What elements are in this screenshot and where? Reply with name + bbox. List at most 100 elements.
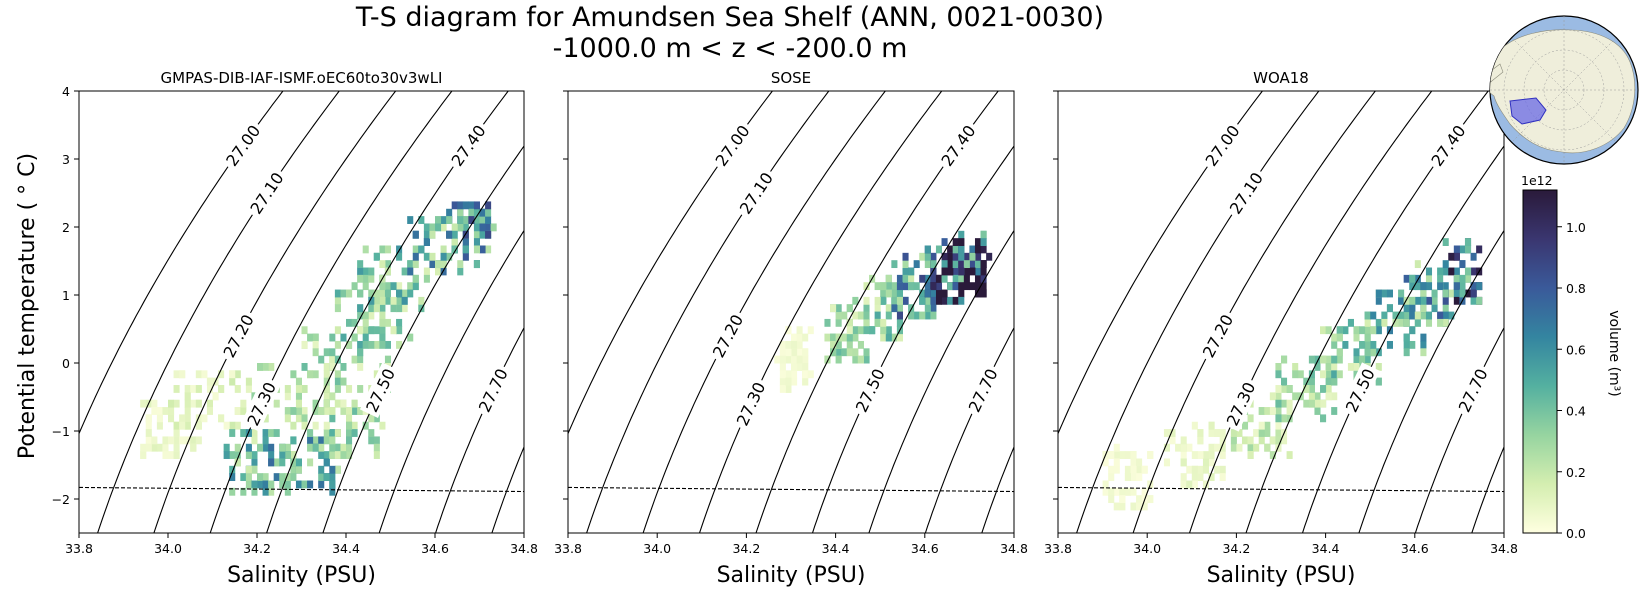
y-tick-label: 2: [62, 220, 70, 235]
heatmap-cell: [168, 414, 175, 423]
heatmap-cell: [1325, 385, 1332, 393]
heatmap-cell: [368, 267, 375, 276]
heatmap-cell: [1264, 407, 1271, 415]
heatmap-cell: [284, 487, 291, 496]
inset-amundsen-region: [1509, 97, 1547, 125]
heatmap-cell: [435, 216, 442, 224]
heatmap-cell: [245, 429, 252, 437]
heatmap-cell: [1320, 355, 1327, 364]
heatmap-cell: [379, 296, 386, 305]
isopycnal-line: [1471, 445, 1504, 533]
heatmap-cell: [1314, 355, 1321, 364]
heatmap-cell: [173, 370, 180, 379]
heatmap-cell: [485, 245, 492, 254]
heatmap-cell: [980, 267, 987, 276]
heatmap-cell: [952, 296, 959, 305]
heatmap-cell: [179, 436, 186, 445]
heatmap-cell: [362, 282, 369, 291]
heatmap-cell: [952, 245, 959, 254]
heatmap-cell: [1124, 487, 1131, 496]
heatmap-cell: [1370, 348, 1377, 357]
heatmap-cell: [156, 414, 163, 423]
heatmap-cell: [1364, 348, 1371, 357]
heatmap-cell: [1453, 296, 1460, 305]
heatmap-cell: [1403, 311, 1410, 320]
heatmap-cell: [373, 443, 380, 452]
heatmap-cell: [140, 451, 147, 459]
heatmap-cell: [791, 333, 798, 342]
heatmap-cell: [802, 370, 809, 379]
heatmap-cell: [986, 252, 993, 261]
x-tick-label: 34.8: [1000, 541, 1028, 556]
heatmap-cell: [396, 304, 403, 313]
heatmap-cell: [1236, 429, 1243, 437]
heatmap-cell: [1359, 326, 1366, 335]
heatmap-cell: [1136, 465, 1143, 474]
heatmap-cell: [1130, 473, 1137, 482]
heatmap-cell: [1169, 429, 1176, 437]
heatmap-cell: [1420, 348, 1427, 357]
heatmap-cell: [1180, 473, 1187, 482]
heatmap-cell: [251, 451, 258, 459]
y-tick-label: −2: [52, 492, 70, 507]
heatmap-cell: [351, 399, 358, 408]
heatmap-cell: [284, 392, 291, 401]
heatmap-cell: [1253, 429, 1260, 437]
heatmap-cell: [952, 282, 959, 291]
heatmap-cell: [201, 414, 208, 423]
heatmap-cells: [140, 201, 497, 496]
heatmap-cell: [1403, 296, 1410, 305]
heatmap-cell: [919, 252, 926, 261]
heatmap-cell: [334, 465, 341, 474]
heatmap-cell: [412, 252, 419, 261]
heatmap-cell: [168, 451, 175, 459]
heatmap-cell: [268, 451, 275, 459]
y-tick-label: 0: [62, 356, 70, 371]
heatmap-cell: [245, 480, 252, 489]
heatmap-cell: [802, 377, 809, 386]
heatmap-cell: [346, 385, 353, 393]
heatmap-cell: [229, 465, 236, 474]
figure-title: T-S diagram for Amundsen Sea Shelf (ANN,…: [355, 2, 1105, 33]
heatmap-cell: [1381, 311, 1388, 320]
heatmap-cell: [1180, 451, 1187, 459]
heatmap-cell: [896, 311, 903, 320]
heatmap-cell: [1420, 289, 1427, 298]
heatmap-cell: [368, 429, 375, 437]
heatmap-cell: [295, 458, 302, 467]
heatmap-cell: [329, 407, 336, 415]
heatmap-cell: [880, 333, 887, 342]
heatmap-cell: [323, 429, 330, 437]
heatmap-cell: [312, 333, 319, 342]
heatmap-cell: [457, 223, 464, 232]
heatmap-cell: [173, 443, 180, 452]
heatmap-cell: [1197, 429, 1204, 437]
heatmap-cell: [841, 348, 848, 357]
heatmap-cell: [1297, 370, 1304, 379]
heatmap-cell: [257, 363, 264, 371]
heatmap-cell: [1464, 267, 1472, 276]
heatmap-cell: [1364, 318, 1371, 327]
heatmap-cell: [835, 304, 842, 313]
heatmap-cell: [841, 311, 848, 320]
heatmap-cell: [930, 267, 937, 276]
heatmap-cell: [440, 216, 447, 224]
heatmap-cell: [268, 480, 275, 489]
heatmap-cell: [346, 436, 353, 445]
heatmap-cell: [351, 355, 358, 364]
heatmap-cell: [351, 282, 358, 291]
heatmap-cell: [351, 429, 358, 437]
heatmap-cell: [290, 451, 297, 459]
heatmap-cell: [1375, 377, 1382, 386]
heatmap-cell: [796, 348, 803, 357]
heatmap-cell: [184, 414, 191, 423]
heatmap-cell: [941, 252, 948, 261]
heatmap-cell: [229, 429, 236, 437]
heatmap-cell: [257, 473, 264, 482]
heatmap-cell: [830, 348, 837, 357]
heatmap-cell: [919, 296, 926, 305]
heatmap-cell: [368, 326, 375, 335]
heatmap-cell: [284, 385, 291, 393]
heatmap-cell: [323, 436, 330, 445]
heatmap-cell: [1392, 311, 1399, 320]
